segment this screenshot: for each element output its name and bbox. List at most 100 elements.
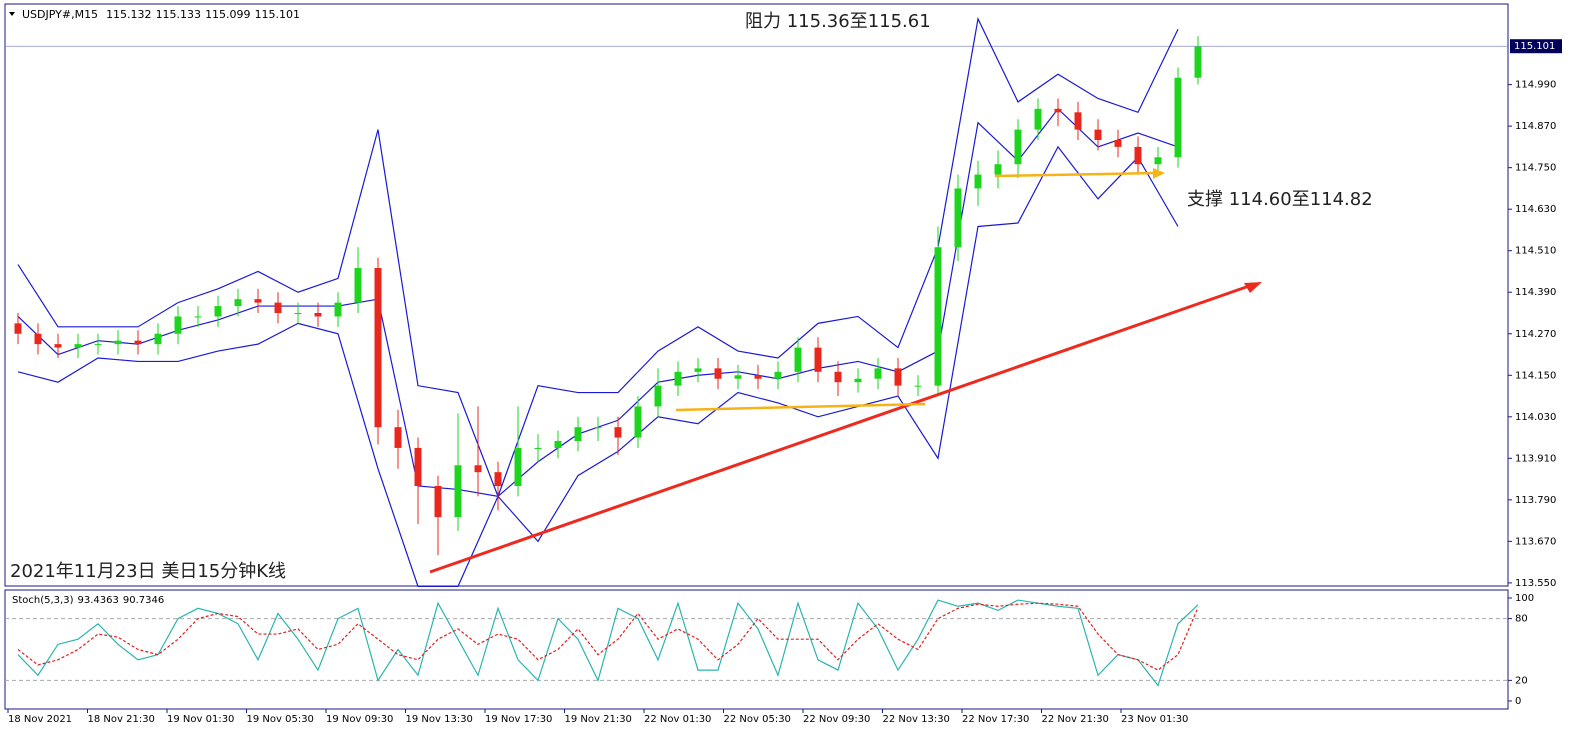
- support-note: 支撑 114.60至114.82: [1187, 189, 1373, 210]
- x-tick-label: 22 Nov 21:30: [1042, 714, 1109, 725]
- stoch-line: [17, 602, 1199, 671]
- candle-body: [614, 427, 622, 438]
- chart-caption: 2021年11月23日 美日15分钟K线: [10, 561, 286, 582]
- candle-body: [34, 333, 42, 345]
- y-tick-label: 20: [1515, 675, 1528, 686]
- candle-body: [574, 427, 582, 442]
- candle-body: [54, 344, 62, 348]
- candle-body: [254, 299, 262, 303]
- candle-body: [994, 164, 1002, 175]
- candle-body: [494, 472, 502, 487]
- y-tick-label: 114.510: [1515, 246, 1556, 257]
- y-tick-label: 100: [1515, 593, 1534, 604]
- y-tick-label: 114.270: [1515, 329, 1556, 340]
- candle-body: [754, 375, 762, 379]
- candle-body: [514, 447, 522, 487]
- candle-body: [714, 368, 722, 379]
- x-tick-label: 18 Nov 21:30: [88, 714, 155, 725]
- candle-body: [1094, 129, 1102, 140]
- x-tick-label: 22 Nov 13:30: [883, 714, 950, 725]
- candle-body: [934, 247, 942, 386]
- candle-body: [194, 316, 202, 318]
- x-tick-label: 19 Nov 17:30: [485, 714, 552, 725]
- candle-body: [1054, 108, 1062, 113]
- chart-header: USDJPY#,M15 115.132 115.133 115.099 115.101: [22, 8, 300, 21]
- x-tick-label: 19 Nov 21:30: [565, 714, 632, 725]
- candle-body: [974, 174, 982, 189]
- bollinger-band: [17, 145, 1179, 587]
- candle-body: [1114, 139, 1122, 147]
- candle-body: [594, 427, 602, 429]
- y-tick-label: 114.030: [1515, 412, 1556, 423]
- candle-body: [1174, 77, 1182, 158]
- candle-body: [774, 371, 782, 379]
- candle-body: [534, 447, 542, 449]
- y-tick-label: 113.910: [1515, 453, 1556, 464]
- x-tick-label: 22 Nov 17:30: [962, 714, 1029, 725]
- candle-body: [1134, 146, 1142, 165]
- candle-body: [74, 344, 82, 348]
- candle-body: [1154, 157, 1162, 165]
- x-tick-label: 22 Nov 09:30: [803, 714, 870, 725]
- candle-body: [274, 302, 282, 313]
- candle-body: [1034, 108, 1042, 130]
- y-tick-label: 113.670: [1515, 536, 1556, 547]
- y-tick-label: 0: [1515, 696, 1521, 707]
- candle-body: [954, 188, 962, 248]
- stoch-frame: [4, 589, 1509, 710]
- stoch-line: [17, 599, 1199, 687]
- candle-body: [914, 385, 922, 387]
- support-line: [675, 402, 926, 412]
- x-tick-label: 23 Nov 01:30: [1121, 714, 1188, 725]
- candle-body: [174, 316, 182, 334]
- y-tick-label: 114.150: [1515, 370, 1556, 381]
- candle-body: [894, 368, 902, 386]
- x-tick-label: 19 Nov 09:30: [326, 714, 393, 725]
- y-tick-label: 114.990: [1515, 80, 1556, 91]
- candle-body: [1074, 112, 1082, 130]
- candle-body: [154, 333, 162, 345]
- x-tick-label: 19 Nov 05:30: [247, 714, 314, 725]
- candle-body: [454, 465, 462, 518]
- price-frame: [4, 3, 1509, 587]
- x-tick-label: 19 Nov 01:30: [167, 714, 234, 725]
- y-tick-label: 114.870: [1515, 121, 1556, 132]
- candle-body: [1194, 46, 1202, 78]
- high-value: 115.133: [156, 8, 202, 21]
- marks: 113.550 113.670 113.790 113.910 114.030 114.1…: [5, 16, 1562, 725]
- candle-body: [294, 312, 302, 314]
- indicator-name: Stoch(5,3,3): [12, 595, 74, 606]
- candle-body: [434, 486, 442, 518]
- x-tick-label: 22 Nov 05:30: [724, 714, 791, 725]
- stoch-header: Stoch(5,3,3) 93.4363 90.7346: [12, 595, 164, 606]
- candle-body: [654, 385, 662, 407]
- candle-body: [634, 406, 642, 438]
- candle-body: [114, 340, 122, 345]
- y-tick-label: 80: [1515, 614, 1528, 625]
- open-value: 115.132: [106, 8, 152, 21]
- stoch-d-value: 90.7346: [123, 595, 164, 606]
- x-tick-label: 22 Nov 01:30: [644, 714, 711, 725]
- candle-body: [734, 375, 742, 379]
- candle-body: [814, 347, 822, 372]
- candle-body: [374, 268, 382, 428]
- candle-body: [474, 465, 482, 473]
- menu-triangle: [9, 12, 15, 16]
- bollinger-band: [17, 16, 1179, 499]
- candle-body: [234, 299, 242, 307]
- trend-line: [429, 283, 1253, 574]
- resistance-note: 阻力 115.36至115.61: [745, 11, 931, 32]
- candle-body: [14, 323, 22, 334]
- last-price-label: 115.101: [1514, 41, 1555, 52]
- y-tick-label: 114.390: [1515, 287, 1556, 298]
- candle-body: [794, 347, 802, 372]
- candle-body: [314, 312, 322, 317]
- y-tick-label: 114.630: [1515, 204, 1556, 215]
- candle-body: [674, 371, 682, 386]
- candle-body: [134, 340, 142, 345]
- candle-body: [694, 368, 702, 372]
- y-tick-label: 114.750: [1515, 163, 1556, 174]
- candle-body: [354, 268, 362, 303]
- trend-arrow-head: [1244, 282, 1262, 293]
